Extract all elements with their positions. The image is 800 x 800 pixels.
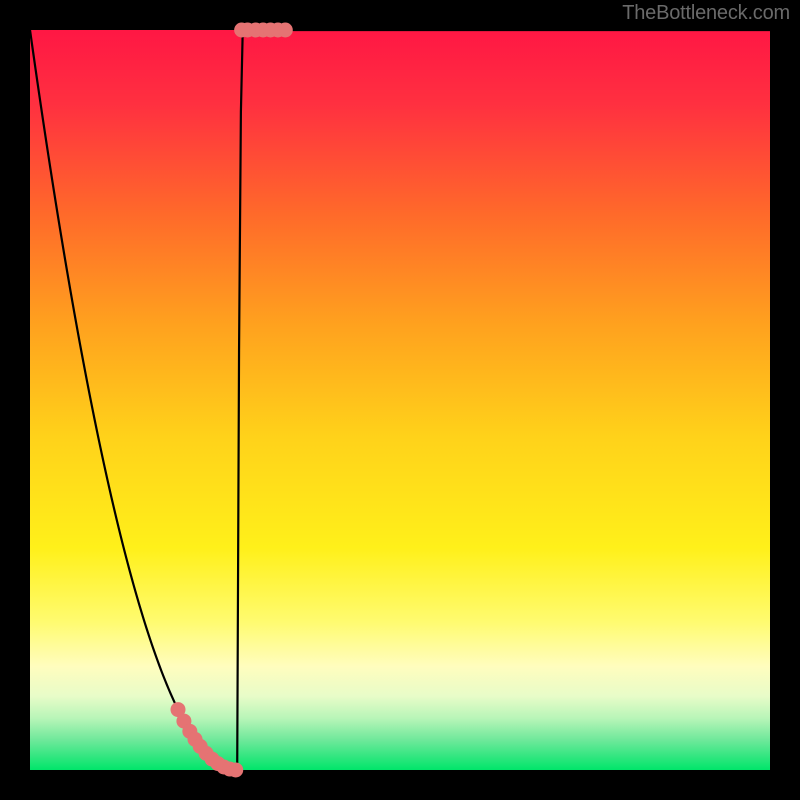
- data-marker: [228, 762, 243, 777]
- watermark-text: TheBottleneck.com: [622, 2, 790, 25]
- data-marker: [278, 23, 293, 38]
- plot-area: [30, 30, 770, 770]
- root-container: TheBottleneck.com: [0, 0, 800, 800]
- chart-svg: [0, 0, 800, 800]
